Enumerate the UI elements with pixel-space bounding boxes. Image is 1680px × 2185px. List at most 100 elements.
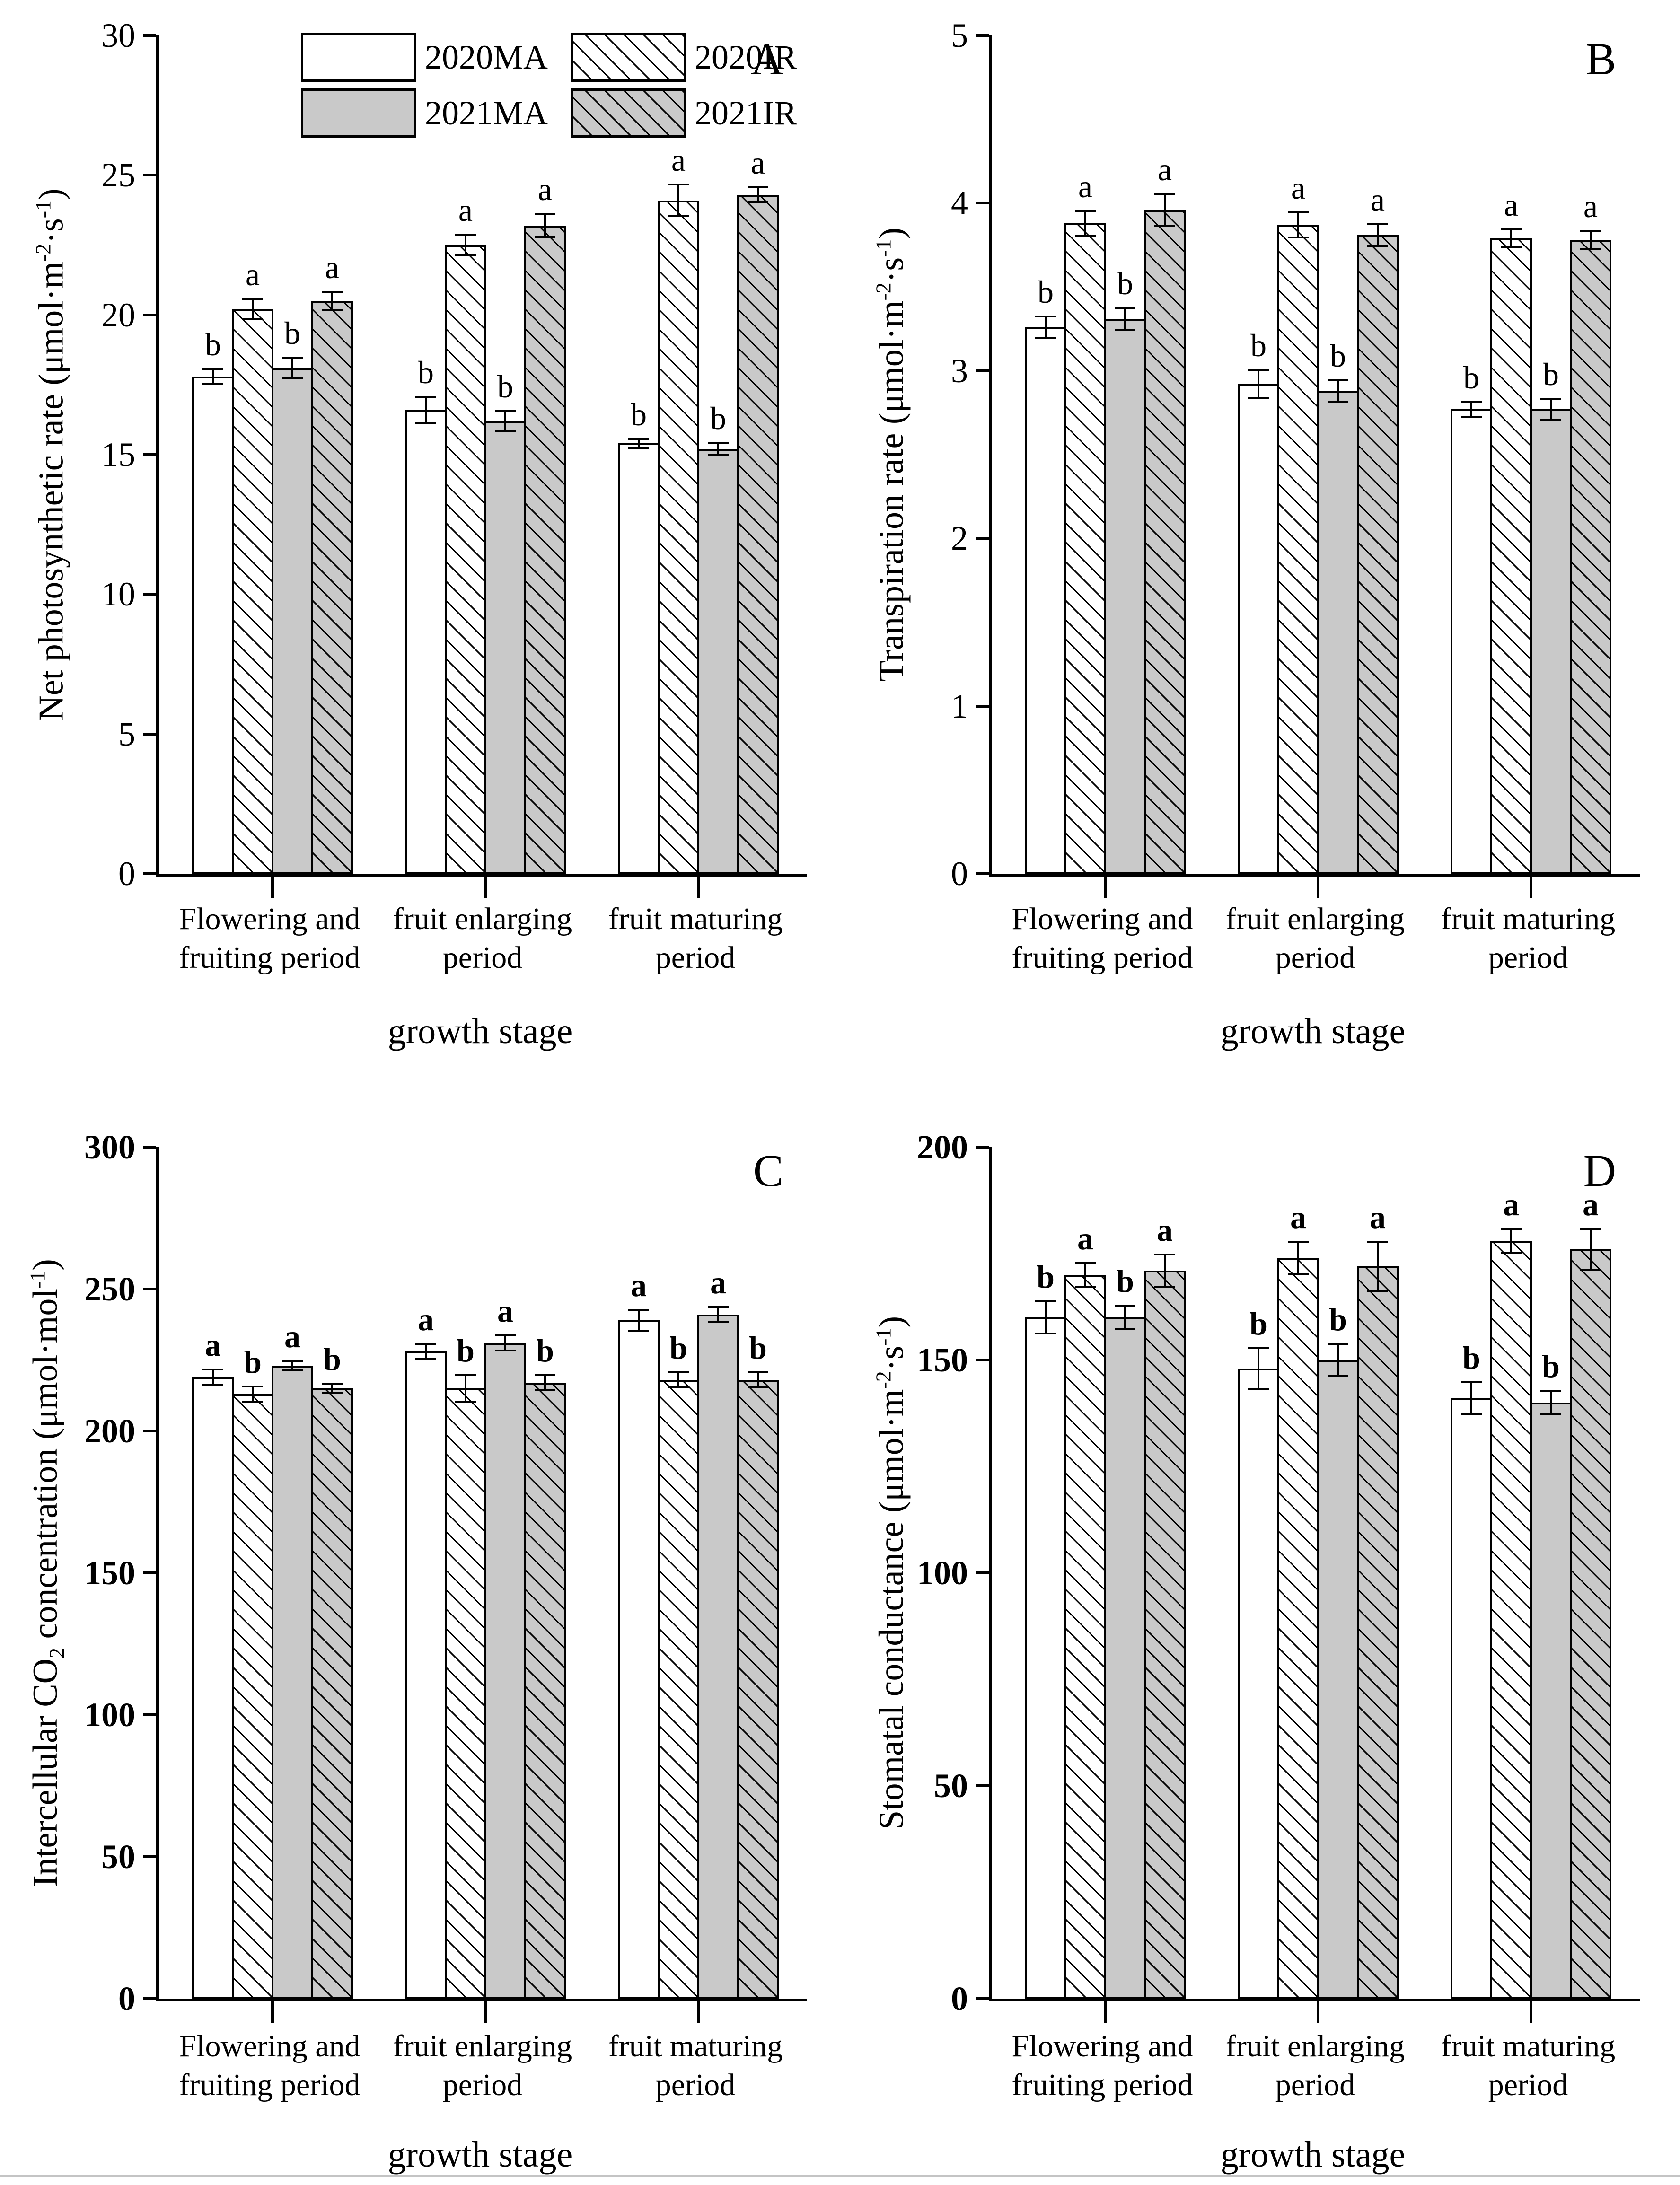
bar-2021ma-group3 [1530, 409, 1572, 874]
y-axis-tick-label: 0 [118, 1980, 135, 2018]
error-bar-cap-top [1115, 307, 1135, 309]
panel-d-plot-area: D 0 50 100 150 200 b a b a b a b a b a b a [917, 1130, 1640, 2023]
error-bar [252, 298, 254, 321]
bar-2020ir-group1 [1064, 1275, 1106, 1999]
bar-2021ir-group1 [1144, 210, 1186, 874]
bar-2021ir-group3 [1570, 240, 1611, 874]
error-bar [1337, 1343, 1339, 1377]
error-bar [638, 1309, 640, 1332]
bar-2020ma-group2 [405, 1351, 447, 1999]
x-axis-tick [697, 2001, 700, 2023]
error-bar [1377, 223, 1379, 247]
error-bar [1084, 210, 1086, 237]
significance-letter: b [1543, 356, 1559, 392]
bar-2020ma-group1 [1025, 327, 1066, 874]
category-label: fruit maturing period [582, 2027, 809, 2105]
error-bar [291, 1360, 293, 1371]
y-axis-tick-label: 0 [951, 855, 968, 893]
significance-letter: a [1290, 1199, 1306, 1235]
error-bar-cap-top [1075, 210, 1096, 212]
y-axis-tick-label: 20 [101, 296, 135, 334]
y-axis-tick [143, 174, 156, 177]
bar-2021ir-group2 [1357, 235, 1399, 874]
panel-a: Net photosynthetic rate (μmol·m-2·s-1) A… [0, 0, 840, 1093]
significance-letter: a [1583, 188, 1598, 225]
error-bar-cap-bottom [322, 1392, 343, 1394]
y-axis-tick [143, 1146, 156, 1149]
error-bar-cap-top [1248, 369, 1269, 371]
category-label-line: Flowering and [1012, 2029, 1193, 2063]
y-axis-tick [143, 1571, 156, 1574]
error-bar-cap-top [415, 1343, 436, 1345]
error-bar [1510, 1228, 1512, 1254]
bar-2021ma-group3 [1530, 1403, 1572, 1999]
error-bar-cap-bottom [708, 454, 729, 456]
bar-2021ir-group2 [524, 1383, 566, 1999]
bar-2020ir-group2 [1277, 225, 1319, 874]
error-bar-cap-top [1288, 1241, 1309, 1243]
y-axis-tick-label: 0 [118, 855, 135, 893]
error-bar-cap-top [455, 234, 476, 236]
error-bar-cap-top [1580, 1228, 1601, 1230]
error-bar [1470, 401, 1472, 418]
panel-c-xaxis-title: growth stage [387, 2135, 573, 2175]
bar-2021ir-group3 [737, 1380, 779, 1999]
error-bar [1164, 1254, 1166, 1288]
error-bar [1297, 1241, 1299, 1275]
significance-letter: b [1250, 327, 1267, 364]
category-label: fruit enlarging period [369, 900, 596, 977]
significance-letter: a [1370, 1199, 1386, 1235]
error-bar-cap-top [1367, 223, 1388, 225]
bar-2021ma-group1 [272, 368, 313, 874]
error-bar-cap-top [708, 442, 729, 444]
category-label-line: period [442, 940, 523, 975]
error-bar-cap-bottom [282, 377, 303, 379]
error-bar-cap-top [1154, 1254, 1175, 1255]
bar-2020ir-group1 [1064, 223, 1106, 874]
bar-2020ir-group1 [232, 309, 273, 874]
error-bar [757, 1371, 759, 1388]
error-bar-cap-top [708, 1306, 729, 1308]
error-bar-cap-bottom [628, 447, 649, 449]
error-bar-cap-bottom [1328, 1375, 1348, 1377]
bar-2020ir-group3 [658, 200, 699, 874]
panel-c: Intercellular CO2 concentration (μmol·mo… [0, 1093, 840, 2185]
category-label-line: fruiting period [1012, 940, 1193, 975]
category-label-line: Flowering and [1012, 902, 1193, 936]
significance-letter: a [1503, 1186, 1519, 1222]
ylabel-segment: concentration (μmol·mol [26, 1289, 65, 1648]
category-label-line: fruit maturing [1441, 902, 1616, 936]
error-bar [1258, 369, 1259, 400]
legend-label-2021ir: 2021IR [695, 94, 797, 132]
error-bar-cap-bottom [748, 1386, 768, 1388]
y-axis-tick-label: 300 [84, 1128, 135, 1166]
error-bar-cap-top [668, 184, 689, 186]
significance-letter: b [244, 1344, 262, 1380]
x-axis-tick [1530, 2001, 1532, 2023]
category-label-line: period [655, 2068, 736, 2102]
x-axis-tick [271, 877, 274, 898]
error-bar [1045, 1300, 1047, 1334]
error-bar-cap-bottom [202, 1384, 223, 1386]
category-label-line: period [1488, 940, 1568, 975]
ylabel-segment: Stomatal conductance (μmol·m [872, 1389, 911, 1830]
legend-label-2020ir: 2020IR [695, 38, 797, 76]
y-axis-tick-label: 150 [84, 1554, 135, 1592]
error-bar [544, 213, 546, 238]
error-bar-cap-top [748, 1371, 768, 1373]
y-axis-tick [976, 537, 989, 540]
error-bar-cap-top [628, 438, 649, 440]
error-bar-cap-top [748, 186, 768, 188]
significance-letter: a [325, 249, 340, 286]
significance-letter: b [710, 400, 726, 437]
significance-letter: b [1038, 273, 1054, 310]
error-bar-cap-top [242, 1386, 263, 1387]
bar-2021ma-group1 [1104, 318, 1146, 874]
category-label-line: Flowering and [179, 902, 361, 936]
error-bar [1550, 1390, 1552, 1415]
y-axis-tick-label: 25 [101, 156, 135, 194]
bar-2021ma-group3 [697, 1315, 739, 1999]
significance-letter: b [536, 1333, 554, 1369]
error-bar-cap-bottom [1540, 1413, 1561, 1415]
error-bar-cap-top [1328, 379, 1348, 381]
